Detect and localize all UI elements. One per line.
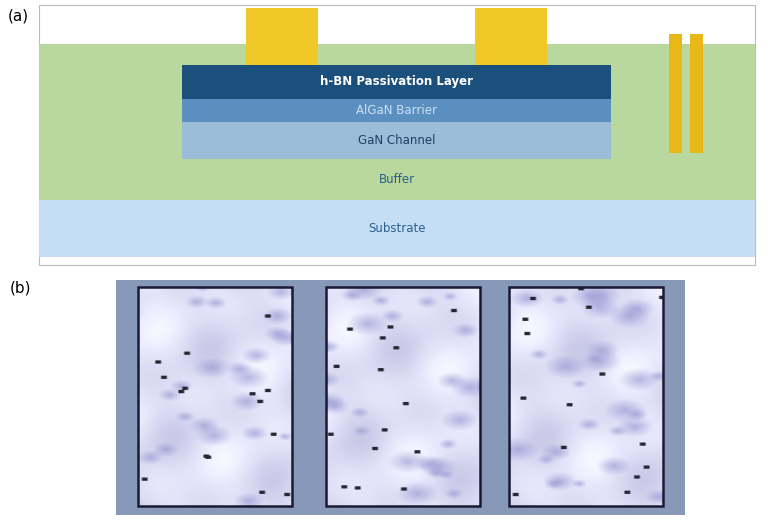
Bar (38, 159, 755, 200)
Text: Buffer: Buffer (379, 173, 414, 186)
Bar (38, 44, 755, 200)
Bar (116, 280, 685, 515)
Bar (690, 34, 703, 153)
Text: AlGaN Barrier: AlGaN Barrier (356, 104, 437, 117)
Bar (139, 288, 292, 505)
Bar (182, 122, 611, 159)
Text: (a): (a) (8, 8, 28, 23)
Bar (182, 65, 611, 99)
Bar (326, 288, 480, 505)
Bar (246, 8, 318, 65)
Bar (182, 99, 611, 122)
Text: (b): (b) (10, 280, 32, 295)
Bar (668, 34, 681, 153)
Bar (509, 288, 662, 505)
Bar (38, 200, 755, 257)
Text: Substrate: Substrate (368, 222, 425, 235)
Bar (475, 8, 547, 65)
Text: h-BN Passivation Layer: h-BN Passivation Layer (320, 75, 473, 88)
Text: GaN Channel: GaN Channel (358, 134, 435, 147)
